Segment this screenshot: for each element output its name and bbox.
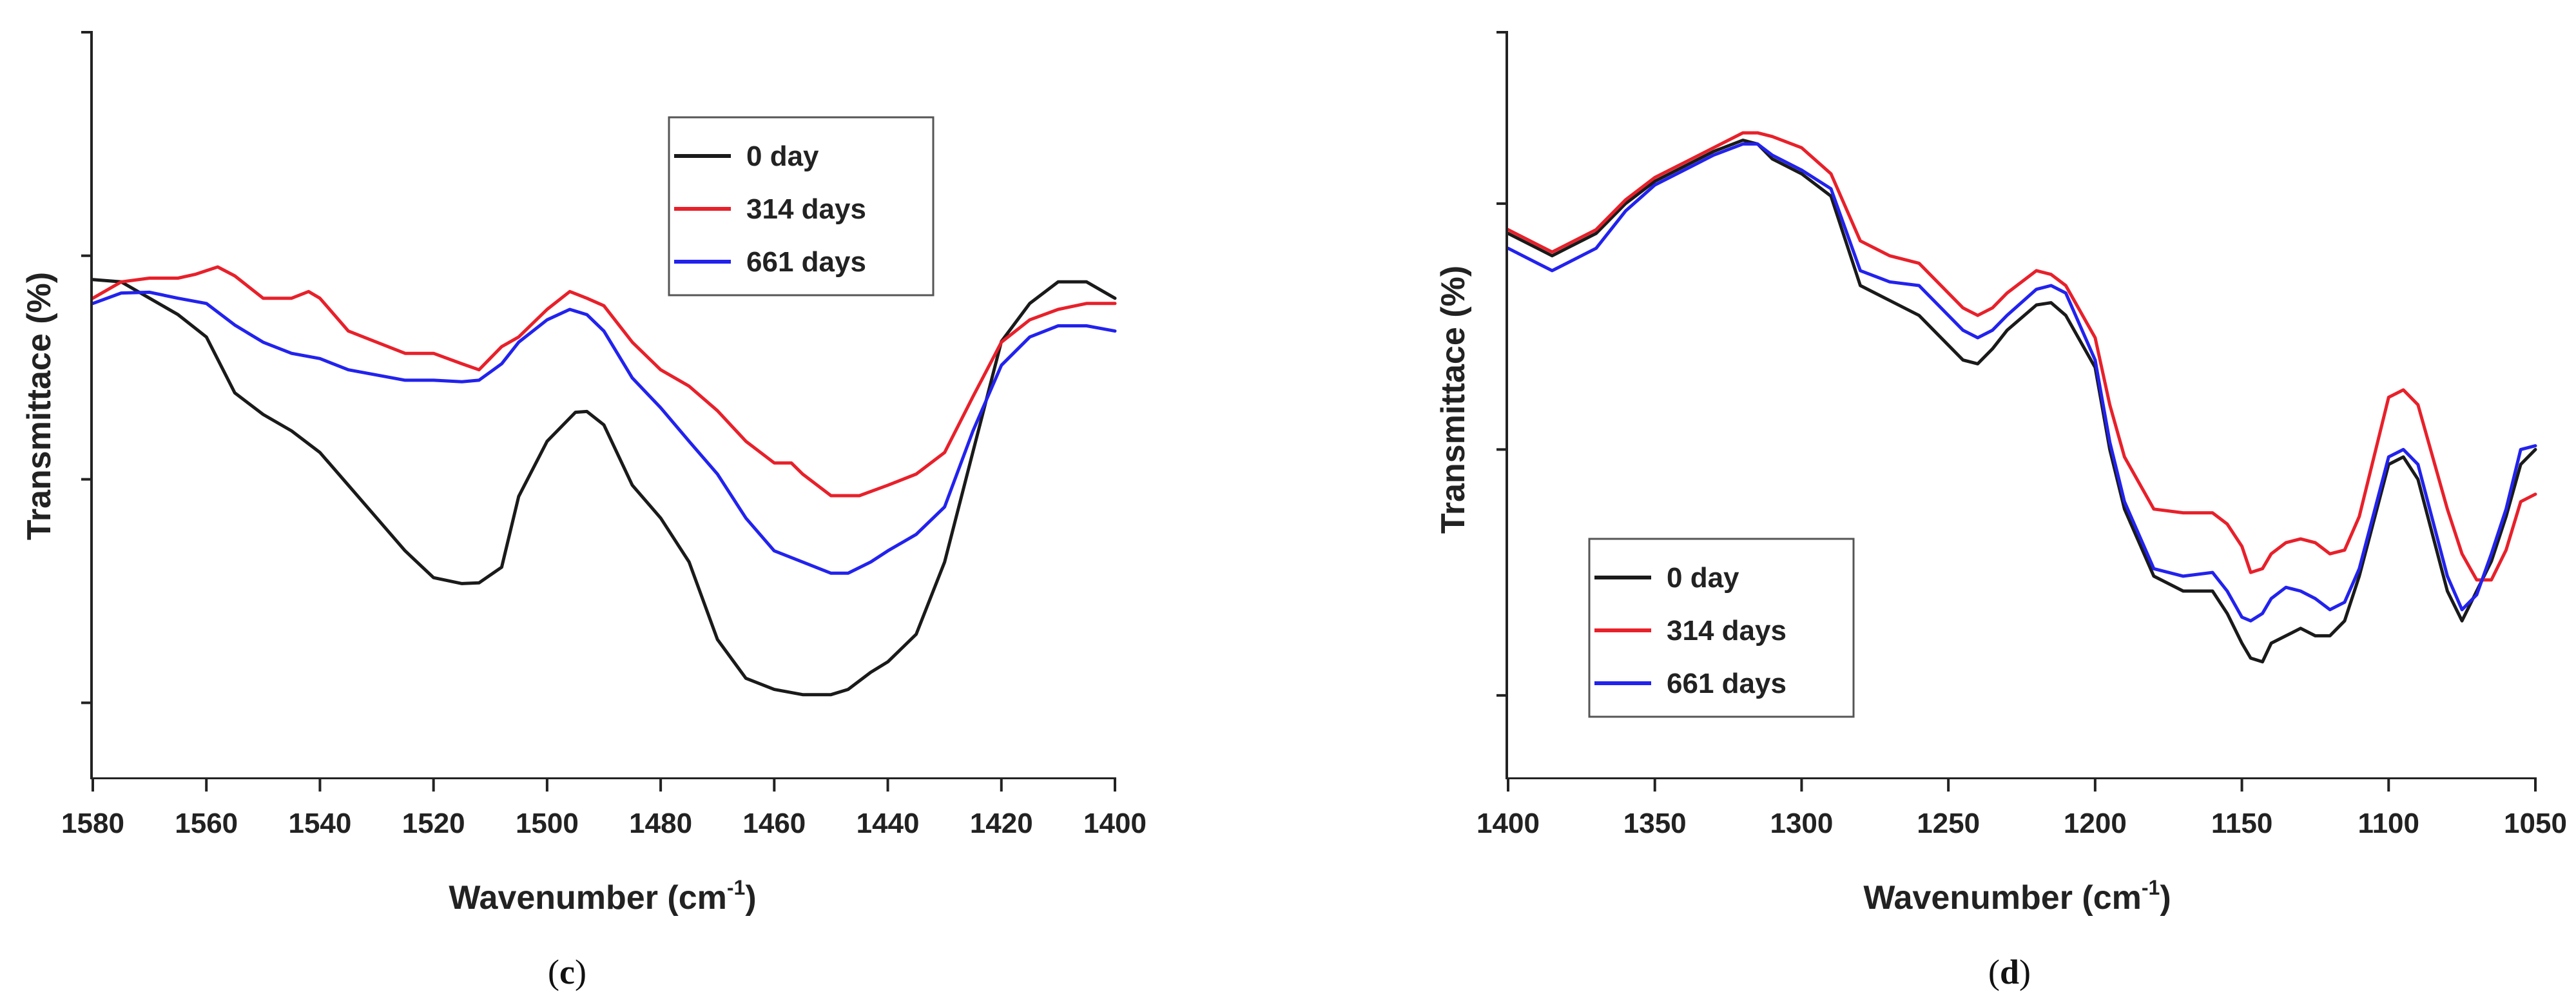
x-tick-label: 1050 (2504, 808, 2567, 839)
x-axis-title-main: Wavenumber (cm (449, 879, 727, 917)
y-axis-ticks (1496, 31, 1508, 697)
y-axis-title: Transmittace (%) (1435, 266, 1472, 534)
chart-panel-d: 1400 1350 1300 1250 1200 1150 1100 1050 Transmi… (1435, 31, 2567, 991)
chart-panel-c: 1580 1560 1540 1520 1500 1480 1460 1440 1420 1400… (21, 31, 1147, 991)
x-tick-label: 1400 (1083, 808, 1147, 839)
x-axis-ticks: 1580 1560 1540 1520 1500 1480 1460 1440 1420 1400 (61, 777, 1147, 839)
y-axis-ticks (81, 31, 93, 705)
panel-label-close: ) (575, 953, 586, 991)
plot-lines (91, 265, 1117, 697)
series-line-661-days (1506, 142, 2537, 623)
x-tick-label: 1580 (61, 808, 124, 839)
y-axis-line (90, 32, 93, 779)
x-axis-title-end: ) (2160, 879, 2171, 917)
plot-frame-bottom (90, 777, 1115, 779)
x-axis-title: Wavenumber (cm-1) (449, 876, 756, 917)
series-line-661-days (91, 290, 1117, 575)
x-axis-title-sup: -1 (2142, 876, 2160, 899)
legend-box (668, 116, 935, 296)
legend-label: 0 day (1667, 562, 1739, 594)
x-tick-label: 1480 (629, 808, 692, 839)
x-tick-label: 1350 (1623, 808, 1687, 839)
series-line-314-days (91, 265, 1117, 498)
legend-label: 314 days (1667, 615, 1787, 646)
panel-label-d: (d) (1988, 953, 2031, 991)
plot-lines (1506, 131, 2537, 664)
x-tick-label: 1500 (516, 808, 579, 839)
x-tick-label: 1100 (2358, 808, 2419, 839)
x-tick-label: 1460 (742, 808, 806, 839)
x-tick-label: 1560 (175, 808, 238, 839)
legend-label: 661 days (746, 246, 866, 278)
y-axis-line (1506, 32, 1508, 779)
panel-label-c: (c) (548, 953, 586, 991)
panel-label-close: ) (2019, 953, 2031, 991)
legend-items: 0 day 314 days 661 days (674, 141, 866, 278)
legend-box (1588, 538, 1855, 718)
panel-label-letter: c (559, 953, 575, 991)
x-tick-label: 1520 (402, 808, 465, 839)
legend-label: 314 days (746, 193, 866, 225)
x-axis-title-main: Wavenumber (cm (1863, 879, 2142, 917)
legend: 0 day 314 days 661 days (1588, 538, 1855, 718)
series-line-314-days (1506, 131, 2537, 582)
x-tick-label: 1200 (2064, 808, 2127, 839)
series-line-0-day (91, 278, 1117, 697)
x-tick-label: 1420 (970, 808, 1033, 839)
x-tick-label: 1150 (2211, 808, 2272, 839)
x-tick-label: 1540 (288, 808, 351, 839)
legend-items: 0 day 314 days 661 days (1594, 562, 1787, 699)
x-axis-title: Wavenumber (cm-1) (1863, 876, 2171, 917)
panel-label-open: ( (548, 953, 559, 991)
panel-label-letter: d (2000, 953, 2019, 991)
legend-label: 0 day (746, 141, 819, 172)
x-tick-label: 1440 (857, 808, 920, 839)
plot-frame-bottom (1506, 777, 2535, 779)
x-axis-title-end: ) (745, 879, 756, 917)
legend: 0 day 314 days 661 days (668, 116, 935, 296)
x-tick-label: 1300 (1770, 808, 1833, 839)
x-axis-ticks: 1400 1350 1300 1250 1200 1150 1100 1050 (1477, 777, 2567, 839)
x-axis-title-sup: -1 (727, 876, 745, 899)
y-axis-title: Transmittace (%) (21, 272, 58, 540)
legend-label: 661 days (1667, 668, 1787, 699)
x-tick-label: 1250 (1917, 808, 1980, 839)
x-tick-label: 1400 (1477, 808, 1540, 839)
panel-label-open: ( (1988, 953, 2000, 991)
